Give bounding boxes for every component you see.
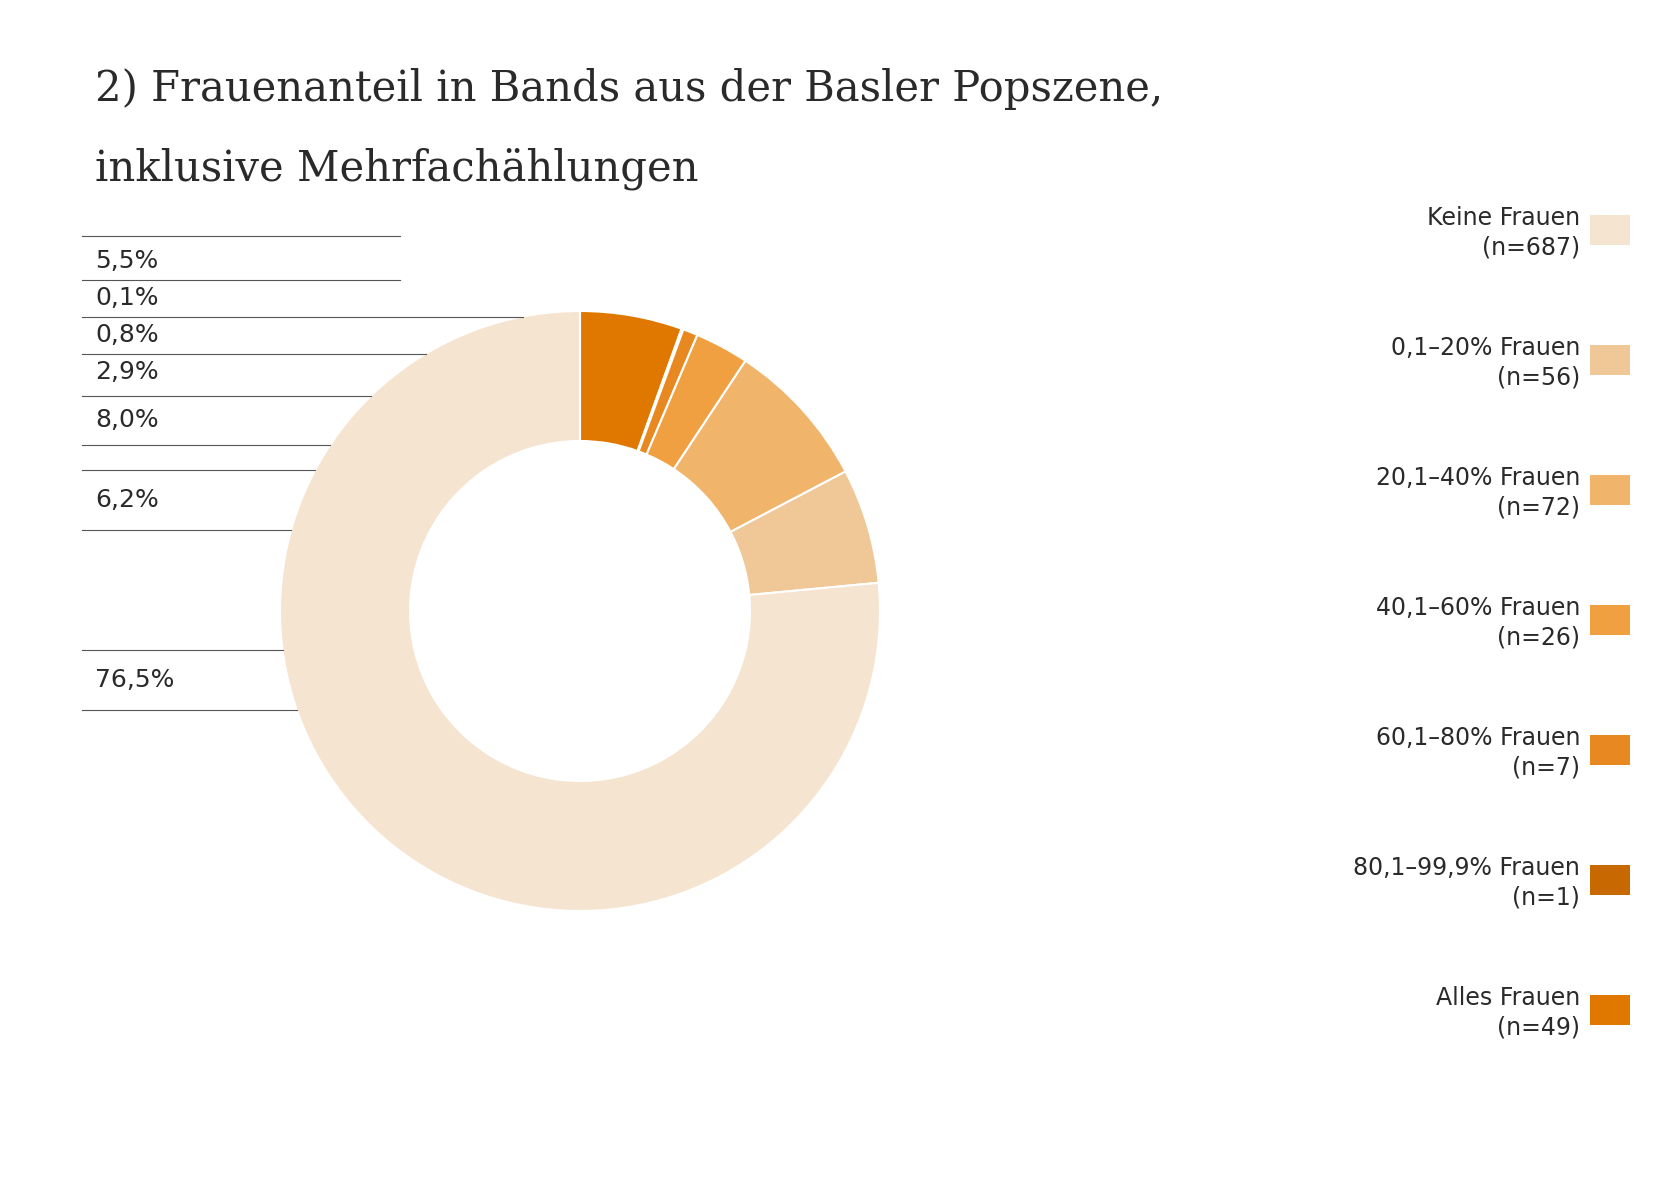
Text: 2) Frauenanteil in Bands aus der Basler Popszene,: 2) Frauenanteil in Bands aus der Basler … <box>96 68 1163 110</box>
Text: (n=7): (n=7) <box>1512 756 1579 780</box>
Text: 5,5%: 5,5% <box>96 249 158 273</box>
Text: Alles Frauen: Alles Frauen <box>1436 986 1579 1010</box>
Wedge shape <box>638 329 684 451</box>
Wedge shape <box>731 472 879 596</box>
Text: 80,1–99,9% Frauen: 80,1–99,9% Frauen <box>1352 856 1579 880</box>
Bar <box>1589 865 1630 894</box>
Text: (n=72): (n=72) <box>1497 495 1579 520</box>
Text: 40,1–60% Frauen: 40,1–60% Frauen <box>1376 596 1579 621</box>
Bar <box>1589 994 1630 1025</box>
Bar <box>1589 605 1630 635</box>
Text: Keine Frauen: Keine Frauen <box>1426 206 1579 230</box>
Text: 60,1–80% Frauen: 60,1–80% Frauen <box>1376 727 1579 750</box>
Text: 20,1–40% Frauen: 20,1–40% Frauen <box>1376 466 1579 490</box>
Bar <box>1589 345 1630 375</box>
Text: 8,0%: 8,0% <box>96 409 158 432</box>
Text: (n=56): (n=56) <box>1497 366 1579 389</box>
Bar <box>1589 735 1630 765</box>
Text: 0,8%: 0,8% <box>96 323 158 347</box>
Wedge shape <box>638 330 697 455</box>
Text: 2,9%: 2,9% <box>96 360 158 384</box>
Wedge shape <box>674 361 845 532</box>
Text: inklusive Mehrfachählungen: inklusive Mehrfachählungen <box>96 148 699 191</box>
Bar <box>1589 216 1630 245</box>
Bar <box>1589 475 1630 505</box>
Text: (n=49): (n=49) <box>1497 1016 1579 1040</box>
Text: (n=26): (n=26) <box>1497 626 1579 650</box>
Wedge shape <box>281 311 880 911</box>
Text: (n=687): (n=687) <box>1482 236 1579 260</box>
Wedge shape <box>647 335 746 469</box>
Text: 0,1%: 0,1% <box>96 286 158 310</box>
Text: 76,5%: 76,5% <box>96 668 175 692</box>
Text: (n=1): (n=1) <box>1512 886 1579 910</box>
Text: 0,1–20% Frauen: 0,1–20% Frauen <box>1391 336 1579 360</box>
Text: 6,2%: 6,2% <box>96 488 158 512</box>
Wedge shape <box>580 311 682 451</box>
